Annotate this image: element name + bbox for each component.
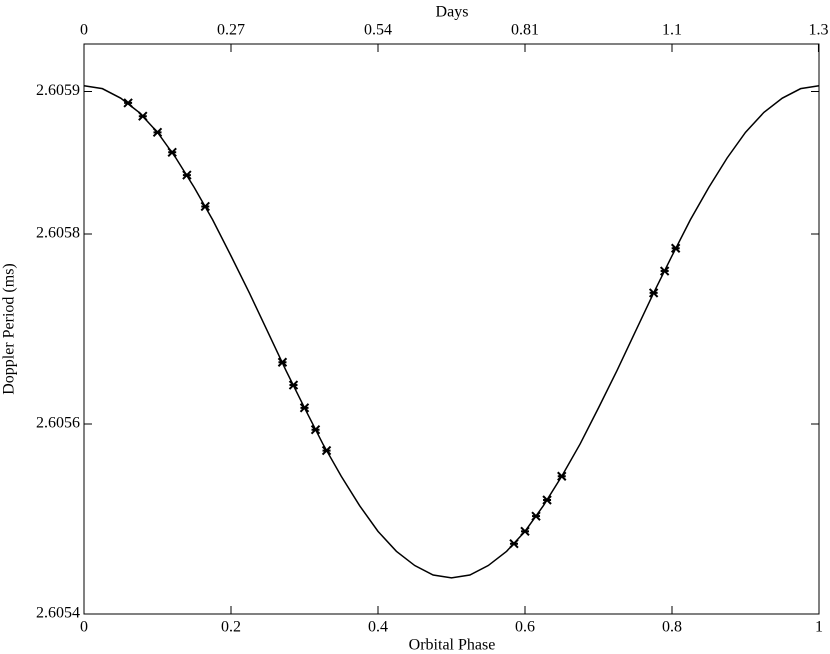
x-tick-label: 0 xyxy=(80,619,88,636)
observation-marker xyxy=(542,495,552,505)
y-tick-label: 2.6054 xyxy=(36,605,80,622)
observation-marker xyxy=(200,201,210,212)
observation-marker xyxy=(310,424,321,435)
observation-marker xyxy=(557,471,567,481)
observation-marker xyxy=(138,111,148,121)
x-axis-label: Orbital Phase xyxy=(409,637,496,654)
plot-frame xyxy=(83,43,820,615)
top-x-tick-label: 0 xyxy=(80,22,88,39)
observation-marker xyxy=(321,445,332,456)
x-tick-label: 0.2 xyxy=(221,619,241,636)
observation-marker xyxy=(659,266,670,276)
top-axis-label: Days xyxy=(436,4,469,21)
x-tick-label: 1 xyxy=(815,619,823,636)
top-x-tick-label: 0.27 xyxy=(217,22,245,39)
observation-marker xyxy=(670,243,681,253)
model-curve xyxy=(83,85,820,579)
observation-marker xyxy=(182,170,192,180)
x-tick-label: 0.8 xyxy=(662,619,682,636)
observation-marker xyxy=(167,147,177,158)
y-tick-label: 2.6058 xyxy=(36,225,80,242)
observation-marker xyxy=(123,98,133,108)
observation-marker xyxy=(299,403,310,413)
top-x-tick-label: 1.3 xyxy=(808,22,828,39)
top-x-tick-label: 0.81 xyxy=(511,22,539,39)
observation-marker xyxy=(520,526,530,537)
observation-marker xyxy=(648,288,659,298)
observation-marker xyxy=(152,127,163,138)
observation-marker xyxy=(509,538,519,549)
y-tick-label: 2.6056 xyxy=(36,415,80,432)
observation-marker xyxy=(531,511,541,521)
y-axis-label: Doppler Period (ms) xyxy=(1,263,18,395)
observation-marker xyxy=(288,380,299,390)
x-tick-label: 0.4 xyxy=(368,619,388,636)
x-tick-label: 0.6 xyxy=(515,619,535,636)
y-tick-label: 2.6059 xyxy=(36,82,80,99)
observation-marker xyxy=(277,357,288,367)
top-x-tick-label: 1.1 xyxy=(662,22,682,39)
top-x-tick-label: 0.54 xyxy=(364,22,392,39)
